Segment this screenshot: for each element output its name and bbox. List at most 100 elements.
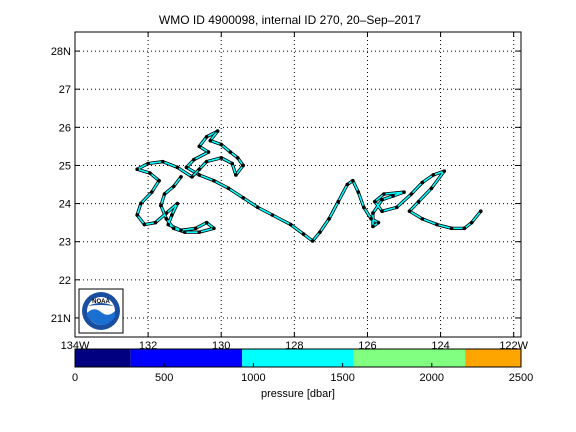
profile-point xyxy=(241,196,245,200)
profile-point xyxy=(442,169,447,173)
track-segment xyxy=(242,197,259,209)
profile-point xyxy=(190,175,194,179)
y-tick-label: 28N xyxy=(51,46,71,58)
noaa-logo: NOAA xyxy=(78,288,124,334)
y-tick-label: 23 xyxy=(59,237,71,249)
profile-point xyxy=(420,180,425,185)
profile-point xyxy=(469,220,474,225)
track-segment xyxy=(373,200,383,212)
profile-point xyxy=(435,222,439,227)
colorbar-tick-label: 0 xyxy=(72,372,78,384)
profile-point xyxy=(327,217,331,221)
track-segment xyxy=(193,151,210,161)
profile-point xyxy=(175,201,180,206)
track-segment xyxy=(136,162,149,171)
profile-point xyxy=(362,205,366,210)
profile-point xyxy=(184,165,189,170)
y-tick-label: 27 xyxy=(59,84,71,96)
track-segment xyxy=(381,206,398,212)
profile-point xyxy=(197,167,202,172)
track-segment xyxy=(235,164,244,176)
profile-point xyxy=(164,211,169,215)
profile-point xyxy=(204,159,209,164)
y-tick-label: 25 xyxy=(59,160,71,172)
profile-point xyxy=(230,161,234,166)
colorbar-tick-label: 500 xyxy=(155,372,173,384)
colorbar-label: pressure [dbar] xyxy=(261,388,335,400)
profile-point xyxy=(204,135,209,139)
colorbar-band xyxy=(465,349,521,367)
colorbar: 0 500 1000 1500 2000 2500 pressure [dbar] xyxy=(72,348,533,400)
track-segment xyxy=(432,170,446,176)
track-segment xyxy=(231,162,237,176)
track-segment xyxy=(198,136,208,148)
profile-point xyxy=(310,239,315,243)
y-tick-label: 21N xyxy=(51,313,71,325)
track-segment xyxy=(180,227,197,232)
profile-point xyxy=(204,220,209,225)
track-segment xyxy=(363,206,372,220)
colorbar-ticks: 0 500 1000 1500 2000 2500 xyxy=(72,363,533,384)
track-segment xyxy=(470,210,482,224)
track-segment xyxy=(213,179,230,190)
colorbar-tick-label: 1500 xyxy=(330,372,354,384)
profile-point xyxy=(179,228,183,233)
profile-point xyxy=(356,190,361,194)
profile-point xyxy=(228,150,233,154)
track-segment xyxy=(163,185,175,195)
profile-point xyxy=(380,197,384,202)
profile-point xyxy=(159,203,163,208)
track-segment xyxy=(311,231,321,242)
track-segment xyxy=(194,221,208,230)
profile-point xyxy=(157,178,161,183)
track-segment xyxy=(337,183,349,203)
track-segment xyxy=(328,200,340,220)
track-segment xyxy=(165,202,179,214)
profile-point xyxy=(135,213,139,217)
colorbar-band xyxy=(353,349,466,367)
profile-point xyxy=(391,194,395,198)
track-segment xyxy=(209,139,223,146)
profile-point xyxy=(208,138,213,143)
track-segment xyxy=(408,200,420,212)
track-segment xyxy=(357,191,365,209)
profile-point xyxy=(478,209,483,213)
colorbar-tick-label: 1000 xyxy=(241,372,265,384)
track-segment xyxy=(256,206,274,216)
profile-point xyxy=(241,163,245,168)
track-segment xyxy=(220,157,233,165)
track-segment xyxy=(227,187,244,199)
track-segment xyxy=(410,181,424,195)
profile-point xyxy=(234,173,238,177)
profile-point xyxy=(171,226,176,231)
logo-bird xyxy=(88,303,114,306)
profile-point xyxy=(255,205,260,210)
profile-point xyxy=(288,222,293,227)
colorbar-border xyxy=(74,348,522,368)
colorbar-bands xyxy=(75,349,521,367)
y-axis: 21N 22 23 24 25 26 27 28N xyxy=(51,46,521,325)
profile-point xyxy=(371,224,375,229)
track-segment xyxy=(381,195,394,201)
profile-point xyxy=(409,192,414,196)
track-segment xyxy=(136,168,151,174)
track-segment xyxy=(172,227,186,233)
profile-point xyxy=(407,209,412,213)
track-segment xyxy=(165,218,175,230)
profile-point xyxy=(206,150,211,154)
profile-point xyxy=(142,222,147,227)
y-tick-label: 24 xyxy=(59,199,71,211)
track-segment xyxy=(271,214,292,226)
colorbar-band xyxy=(242,349,354,367)
profile-point xyxy=(376,220,381,225)
profile-point xyxy=(382,192,386,196)
track-segment xyxy=(176,166,193,178)
track-segment xyxy=(319,218,330,233)
profile-point xyxy=(171,184,176,189)
profile-point xyxy=(318,230,322,234)
profile-point xyxy=(226,186,231,191)
profile-point xyxy=(402,190,406,194)
profile-point xyxy=(197,230,202,234)
profile-point xyxy=(153,220,158,225)
profile-point xyxy=(345,182,350,187)
